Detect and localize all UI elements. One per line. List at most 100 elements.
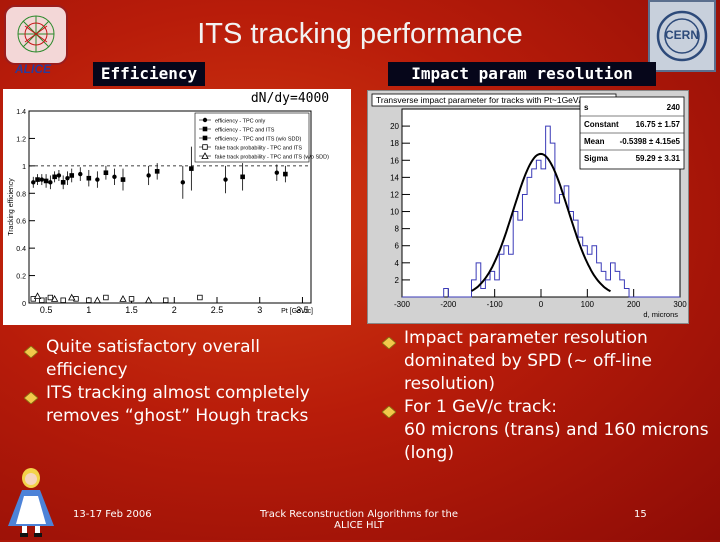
x-tick-label: 300 <box>673 300 687 309</box>
data-point <box>52 174 57 180</box>
gaussian-fit-curve <box>471 152 611 293</box>
stats-value: 59.29 ± 3.31 <box>636 154 681 163</box>
data-point <box>120 177 126 182</box>
left-bullet-text: Quite satisfactory overall efficiency <box>46 337 260 380</box>
legend-marker <box>201 152 209 159</box>
footer-title: Track Reconstruction Algorithms for the … <box>252 509 466 531</box>
legend-marker <box>202 135 208 141</box>
y-tick-label: 4 <box>395 259 400 268</box>
footer-title-line2: ALICE HLT <box>334 520 384 531</box>
x-tick-label: 2 <box>172 305 177 315</box>
y-tick-label: 2 <box>395 276 400 285</box>
slide-title: ITS tracking performance <box>197 18 523 50</box>
data-point <box>189 166 194 171</box>
stats-value: -0.5398 ± 4.15e5 <box>620 137 681 146</box>
right-bullet-text: 60 microns (trans) and 160 microns (long… <box>404 420 709 463</box>
data-point <box>223 177 228 182</box>
left-bullets: Quite satisfactory overall efficiency IT… <box>23 336 334 428</box>
right-bullet-text: For 1 GeV/c track: <box>404 397 557 417</box>
left-bullet-item: ITS tracking almost completely removes “… <box>23 382 334 428</box>
cern-logo: CERN <box>648 0 716 72</box>
stats-label: Constant <box>584 120 619 129</box>
data-point <box>60 180 66 185</box>
cern-logo-text: CERN <box>664 28 699 42</box>
stats-value: 240 <box>667 103 681 112</box>
y-tick-label: 0 <box>22 301 26 308</box>
y-tick-label: 1 <box>22 164 26 171</box>
x-tick-label: 2.5 <box>211 305 224 315</box>
impact-plot: Transverse impact parameter for tracks w… <box>367 90 689 324</box>
data-point <box>144 296 153 304</box>
data-point <box>180 180 186 185</box>
legend-marker <box>202 144 208 150</box>
histogram-title: Transverse impact parameter for tracks w… <box>376 95 586 105</box>
data-point <box>112 174 117 180</box>
data-point <box>43 178 49 184</box>
x-tick-label: 3 <box>257 305 262 315</box>
stats-label: Sigma <box>584 154 609 163</box>
stats-value: 16.75 ± 1.57 <box>636 120 681 129</box>
data-point <box>60 297 66 303</box>
data-point <box>35 177 40 182</box>
x-tick-label: 3.5 <box>296 305 309 315</box>
x-tick-label: 1.5 <box>125 305 138 315</box>
data-point <box>86 175 92 181</box>
data-point <box>39 297 45 303</box>
right-bullet-continuation: 60 microns (trans) and 160 microns (long… <box>382 419 712 465</box>
x-tick-label: -200 <box>440 300 457 309</box>
data-point <box>128 296 135 302</box>
x-axis-label: d, microns <box>643 310 678 319</box>
y-tick-label: 20 <box>390 122 399 131</box>
right-bullets: Impact parameter resolution dominated by… <box>381 327 712 465</box>
legend-entry: fake track probability - TPC and ITS <box>215 146 302 152</box>
legend-entry: fake track probability - TPC and ITS (w/… <box>215 155 329 161</box>
data-point <box>103 170 109 176</box>
impact-param-tag: Impact param resolution <box>388 62 656 86</box>
footer-title-line1: Track Reconstruction Algorithms for the <box>259 509 459 520</box>
data-point <box>50 295 59 302</box>
x-tick-label: 100 <box>581 300 595 309</box>
x-axis-label: Pt [GeV/c] <box>281 308 313 315</box>
page-number: 15 <box>634 509 647 520</box>
data-point <box>146 173 151 178</box>
data-point <box>119 295 127 302</box>
histogram-steps <box>402 125 680 298</box>
right-bullet-item: For 1 GeV/c track: <box>381 396 712 419</box>
legend-entry: efficiency - TPC and ITS (w/o SDD) <box>215 137 301 143</box>
data-point <box>154 169 160 174</box>
legend-box <box>194 112 310 163</box>
y-tick-label: 12 <box>390 190 399 199</box>
y-tick-label: 14 <box>390 173 399 182</box>
data-point <box>283 171 288 177</box>
footer-date: 13-17 Feb 2006 <box>73 509 152 520</box>
y-tick-label: 10 <box>390 208 399 217</box>
y-tick-label: 8 <box>395 225 400 234</box>
left-bullet-item: Quite satisfactory overall efficiency <box>23 336 334 382</box>
alice-figure-image <box>2 466 60 538</box>
data-point <box>197 294 203 301</box>
data-point <box>274 170 280 175</box>
x-tick-label: -100 <box>487 300 504 309</box>
legend-marker <box>202 117 208 123</box>
alice-logo-text: ALICE <box>15 62 51 76</box>
right-bullet-item: Impact parameter resolution dominated by… <box>381 327 712 396</box>
y-tick-label: 0.6 <box>16 219 26 226</box>
y-tick-label: 1.2 <box>16 136 26 143</box>
multiplicity-label: dN/dy=4000 <box>229 89 351 109</box>
y-tick-label: 18 <box>390 139 399 148</box>
data-point <box>33 292 42 300</box>
right-bullet-text: Impact parameter resolution dominated by… <box>404 328 652 394</box>
left-bullet-text: ITS tracking almost completely removes “… <box>46 383 310 426</box>
y-tick-label: 0.4 <box>16 246 26 253</box>
data-point <box>56 173 62 178</box>
efficiency-tag: Efficiency <box>93 62 205 86</box>
x-tick-label: -300 <box>394 300 411 309</box>
data-point <box>47 294 54 301</box>
y-tick-label: 0.2 <box>16 274 26 281</box>
data-point <box>39 177 45 182</box>
y-tick-label: 1.4 <box>16 109 26 116</box>
legend-entry: efficiency - TPC only <box>215 119 265 125</box>
data-point <box>65 176 70 181</box>
stats-label: s <box>584 103 589 112</box>
alice-logo: ALICE <box>3 4 69 76</box>
